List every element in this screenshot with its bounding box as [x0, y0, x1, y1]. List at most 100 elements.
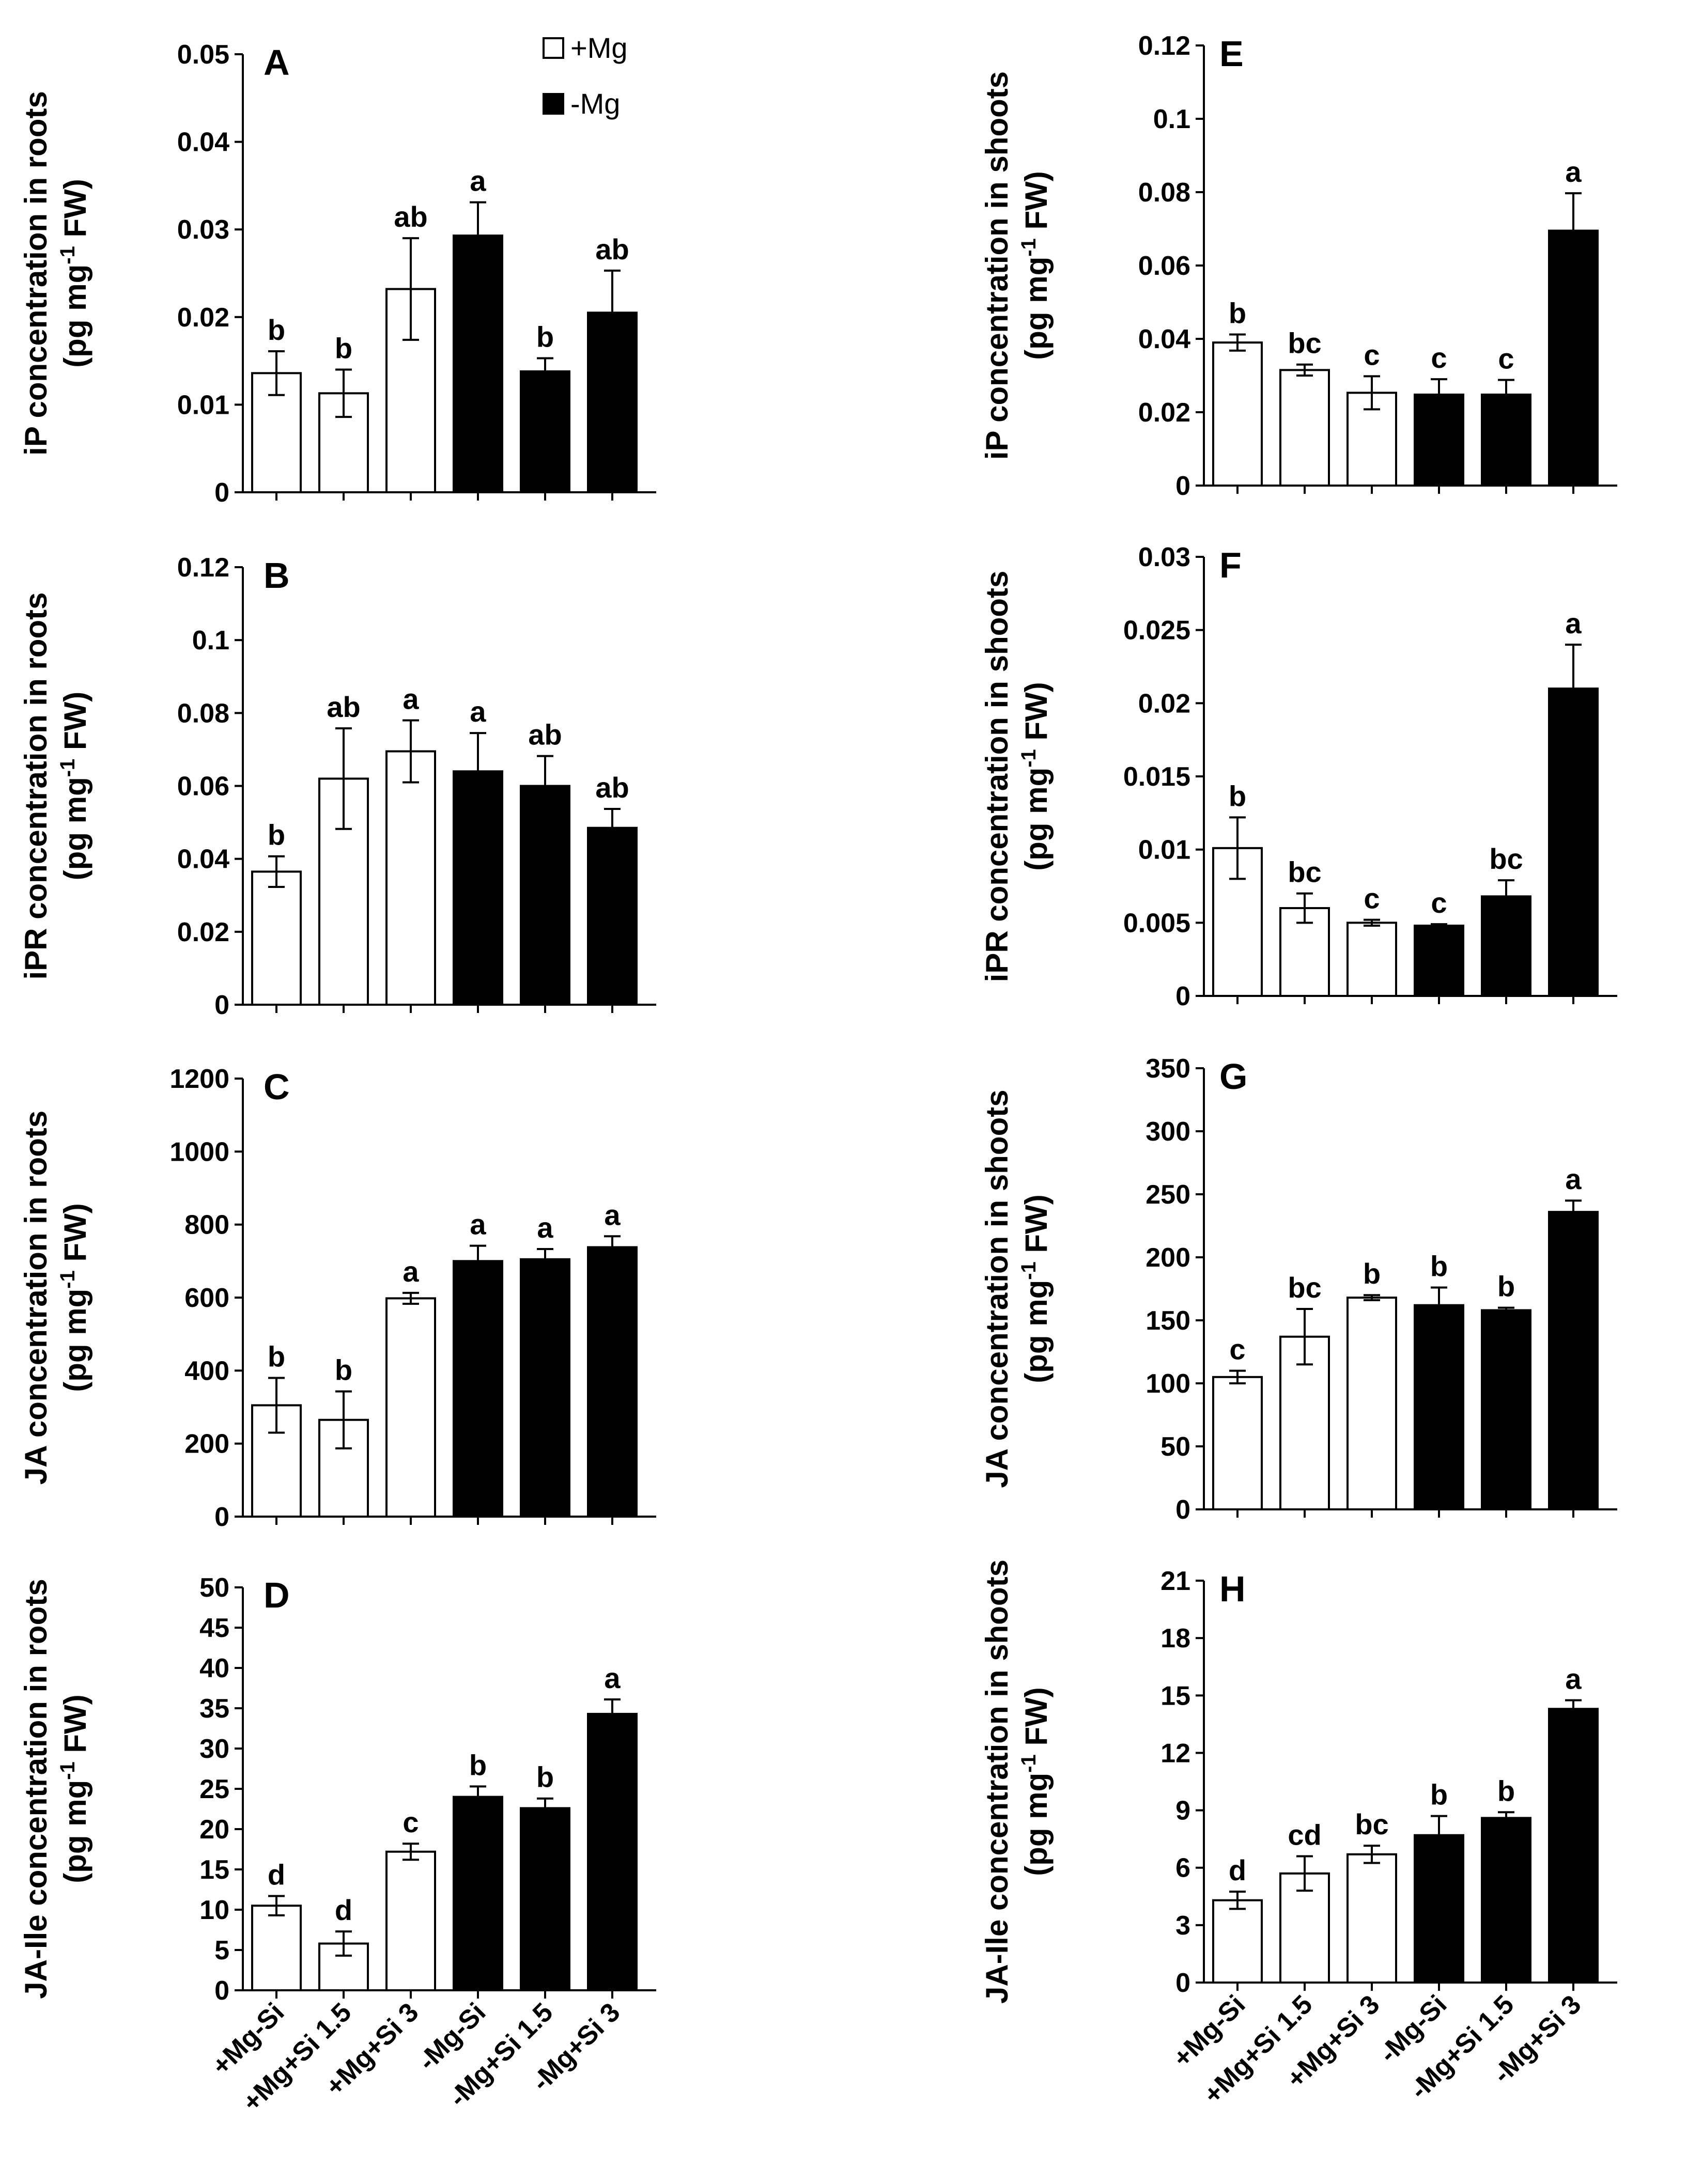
- y-tick-label: 300: [1146, 1117, 1190, 1147]
- y-tick-label: 0: [1175, 1968, 1190, 1998]
- y-tick-label: 10: [199, 1895, 229, 1925]
- y-axis-label-line2: (pg mg: [58, 1780, 92, 1883]
- y-axis-label-superscript: -1: [1017, 1754, 1040, 1773]
- y-tick-label: 15: [1160, 1681, 1190, 1711]
- y-tick-label: 0.005: [1123, 908, 1190, 938]
- bar: [520, 1807, 570, 1991]
- y-axis-label-units: FW): [58, 179, 92, 246]
- y-axis-label-superscript: -1: [56, 1270, 79, 1289]
- y-tick-label: 0.05: [177, 40, 229, 70]
- y-axis-label-line1: JA-Ile concentration in roots: [19, 1579, 53, 1999]
- y-tick-label: 0.04: [177, 128, 229, 158]
- y-tick-label: 40: [199, 1653, 229, 1683]
- y-axis-label-line2: (pg mg: [58, 1289, 92, 1392]
- y-tick-label: 0.1: [192, 626, 229, 656]
- y-tick-label: 800: [184, 1210, 229, 1240]
- y-tick-label: 250: [1146, 1180, 1190, 1210]
- panel-c: 0 200 400 600 800 1000 1200 JA concentration in…: [19, 1064, 656, 1532]
- y-tick-label: 0.08: [1138, 178, 1190, 208]
- legend-swatch-minus-mg: [543, 93, 564, 115]
- significance-label: a: [604, 1662, 621, 1694]
- significance-label: a: [470, 165, 486, 197]
- y-axis-label-units: FW): [1019, 1194, 1054, 1261]
- significance-label: ab: [528, 719, 562, 751]
- bar: [587, 826, 638, 1006]
- significance-label: d: [268, 1858, 285, 1891]
- significance-label: b: [335, 1354, 352, 1386]
- bar: [1346, 1853, 1397, 1984]
- significance-label: b: [536, 1761, 554, 1793]
- y-axis-label-line1: iPR concentration in shoots: [980, 571, 1014, 982]
- bar: [1212, 1899, 1263, 1984]
- y-tick-label: 9: [1175, 1796, 1190, 1826]
- y-axis-label-line2: (pg mg: [58, 777, 92, 880]
- significance-label: c: [1431, 341, 1447, 374]
- y-axis-label-line1: JA concentration in shoots: [980, 1089, 1014, 1488]
- panel-letter: H: [1219, 1569, 1246, 1609]
- y-tick-label: 35: [199, 1694, 229, 1724]
- y-tick-label: 0.03: [1138, 542, 1190, 572]
- y-tick-label: 200: [184, 1429, 229, 1459]
- significance-label: ab: [394, 200, 427, 233]
- significance-label: bc: [1489, 843, 1523, 875]
- y-tick-label: 50: [199, 1573, 229, 1603]
- bar: [385, 1850, 436, 1991]
- significance-label: b: [268, 314, 285, 346]
- significance-label: a: [1565, 155, 1582, 188]
- significance-label: b: [1497, 1270, 1515, 1303]
- bar: [1212, 341, 1263, 487]
- significance-label: b: [1229, 779, 1246, 812]
- y-tick-label: 21: [1160, 1566, 1190, 1596]
- bar: [1414, 1304, 1464, 1510]
- y-tick-label: 0.12: [1138, 31, 1190, 61]
- significance-label: a: [537, 1211, 553, 1244]
- bar: [1414, 925, 1464, 997]
- significance-label: b: [536, 321, 554, 353]
- y-axis-label-units: FW): [1019, 682, 1054, 749]
- legend-label-minus-mg: -Mg: [570, 87, 620, 120]
- significance-label: c: [403, 1806, 419, 1838]
- y-tick-label: 3: [1175, 1911, 1190, 1941]
- y-tick-label: 50: [1160, 1432, 1190, 1462]
- significance-label: b: [1430, 1779, 1448, 1811]
- significance-label: ab: [595, 233, 629, 266]
- y-axis-label: iPR concentration in roots (pg mg-1 FW): [19, 592, 92, 979]
- y-tick-label: 6: [1175, 1853, 1190, 1883]
- significance-label: bc: [1288, 327, 1321, 360]
- y-axis-label-line2: (pg mg: [58, 264, 92, 368]
- y-tick-label: 0.08: [177, 698, 229, 728]
- y-axis-label-superscript: -1: [1017, 238, 1040, 257]
- significance-label: c: [1229, 1333, 1245, 1366]
- y-tick-label: 0.015: [1123, 762, 1190, 792]
- y-tick-label: 0.02: [1138, 398, 1190, 428]
- y-tick-label: 200: [1146, 1243, 1190, 1273]
- panel-e: 0 0.02 0.04 0.06 0.08 0.1 0.12 iP concentration…: [980, 31, 1617, 501]
- panel-letter: E: [1219, 34, 1244, 74]
- bar: [520, 1258, 570, 1518]
- bar: [1212, 1376, 1263, 1511]
- significance-label: c: [1364, 338, 1380, 371]
- y-tick-label: 0: [1175, 981, 1190, 1011]
- y-tick-label: 0.12: [177, 553, 229, 583]
- y-tick-label: 0.025: [1123, 616, 1190, 646]
- significance-label: c: [1364, 882, 1380, 915]
- bar: [1548, 1708, 1599, 1984]
- y-axis-label: JA concentration in shoots (pg mg-1 FW): [980, 1089, 1054, 1488]
- y-tick-label: 18: [1160, 1624, 1190, 1653]
- y-tick-label: 15: [199, 1855, 229, 1885]
- chart-panels: 0 0.01 0.02 0.03 0.04 0.05 iP concentration in…: [19, 31, 1617, 2118]
- y-axis-label-superscript: -1: [1017, 749, 1040, 768]
- y-axis-label: iP concentration in shoots (pg mg-1 FW): [980, 71, 1054, 460]
- y-tick-label: 12: [1160, 1738, 1190, 1768]
- significance-label: bc: [1355, 1808, 1388, 1840]
- panel-g: 0 50 100 150 200 250 300 350 JA concentration in…: [980, 1054, 1617, 1525]
- y-axis-label: iP concentration in roots (pg mg-1 FW): [19, 91, 92, 456]
- significance-label: c: [1431, 886, 1447, 919]
- y-tick-label: 350: [1146, 1054, 1190, 1084]
- significance-label: c: [1498, 342, 1514, 375]
- bar: [251, 1905, 302, 1991]
- bar: [251, 870, 302, 1006]
- significance-label: d: [1229, 1854, 1246, 1886]
- panel-h: 0 3 6 9 12 15 18 21 JA-Ile concentration in shoo…: [980, 1559, 1617, 2110]
